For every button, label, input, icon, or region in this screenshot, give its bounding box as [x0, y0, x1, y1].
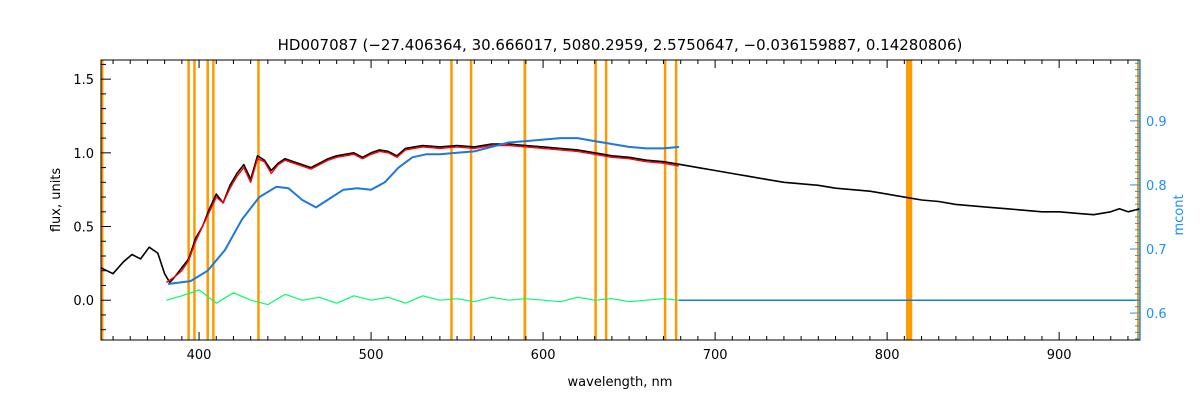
y2-tick-label: 0.7: [1146, 243, 1167, 258]
masked-region-7: [523, 60, 527, 340]
x-tick-label: 400: [187, 348, 212, 363]
x-axis-label: wavelength, nm: [568, 375, 673, 390]
masked-region-9: [604, 60, 608, 340]
masked-region-11: [674, 60, 678, 340]
y-axis-label: flux, units: [49, 168, 64, 233]
y2-axis-label: mcont: [1172, 194, 1187, 235]
y-tick-label: 0.0: [73, 294, 94, 309]
y-tick-label: 0.5: [73, 221, 94, 236]
x-tick-label: 900: [1047, 348, 1072, 363]
series-line-model: [166, 144, 680, 284]
masked-region-0: [187, 60, 190, 340]
y2-tick-label: 0.8: [1146, 179, 1167, 194]
series-line-residuals: [166, 289, 680, 306]
chart-title: HD007087 (−27.406364, 30.666017, 5080.29…: [278, 36, 963, 54]
x-tick-label: 500: [359, 348, 384, 363]
masked-region-2: [206, 60, 209, 340]
masked-region-5: [450, 60, 453, 340]
series-line-continuum: [167, 137, 680, 285]
y2-tick-label: 0.9: [1146, 115, 1167, 130]
masked-region-left-edge: [101, 60, 104, 340]
masked-region-8: [594, 60, 597, 340]
masked-region-1: [193, 60, 196, 340]
x-tick-label: 800: [875, 348, 900, 363]
masked-region-12: [906, 60, 913, 340]
masked-region-6: [469, 60, 473, 340]
y-tick-label: 1.0: [73, 147, 94, 162]
masked-region-4: [257, 60, 260, 340]
series-layer: [100, 137, 1141, 306]
masked-region-right-edge: [1137, 60, 1140, 340]
y2-tick-label: 0.6: [1146, 307, 1167, 322]
y-tick-label: 1.5: [73, 73, 94, 88]
tick-layer: 400 500 600 700 800 900 0.0 0.5 1.0 1.5 0.6 0.7 0.8 0…: [73, 60, 1167, 363]
masked-region-10: [663, 60, 667, 340]
x-tick-label: 700: [703, 348, 728, 363]
x-tick-label: 600: [531, 348, 556, 363]
series-line-observed: [100, 143, 1141, 284]
